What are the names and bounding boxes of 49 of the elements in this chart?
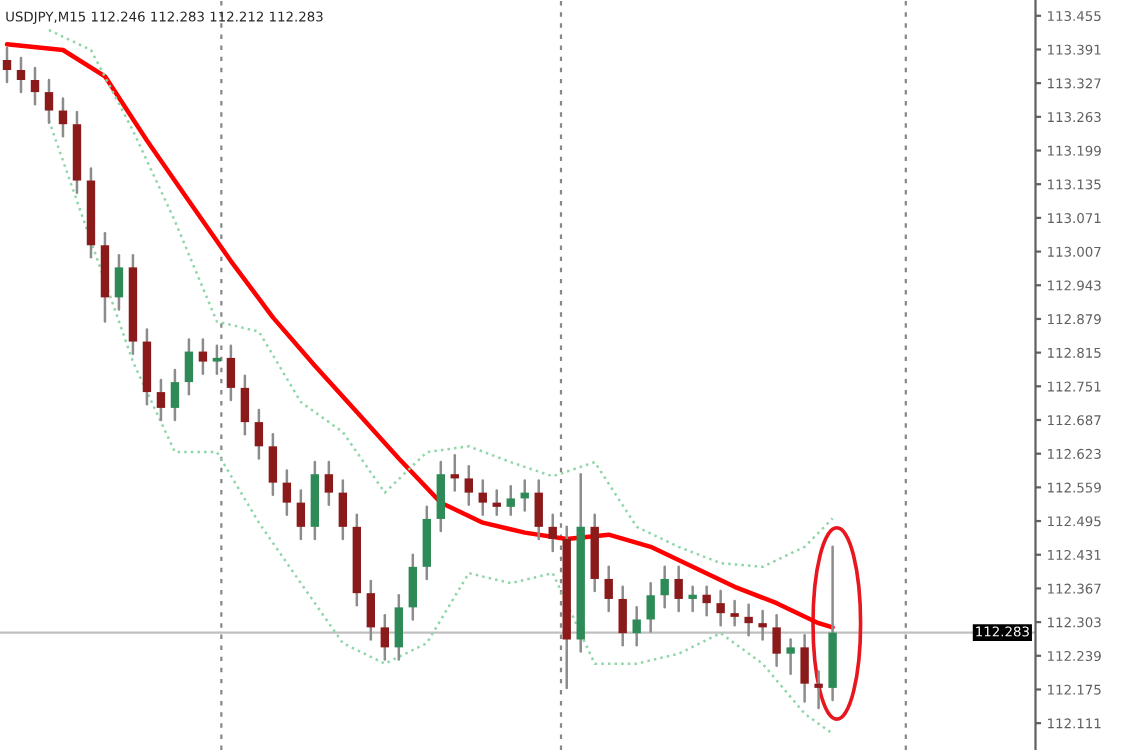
line-series [47,119,834,735]
candlestick [170,368,180,422]
candlestick [198,338,208,375]
candlestick [674,565,683,613]
candlestick [702,585,711,617]
line-series [47,28,834,569]
candlestick [184,338,194,396]
candlestick [380,614,390,661]
candlestick [338,479,348,541]
candlestick [436,460,445,533]
candlestick [282,469,292,516]
candlestick [758,609,767,641]
candlestick [296,489,306,541]
candlestick [464,465,473,506]
candlestick [492,489,501,516]
candlestick [30,66,40,106]
candlestick [814,670,823,710]
candlestick [800,634,809,703]
candlestick [506,485,515,516]
candlestick [44,78,54,124]
candlestick [618,585,627,647]
candlestick [114,254,124,311]
candlestick [2,46,12,84]
candlestick [730,599,739,627]
candlestick [604,565,613,613]
candlestick [772,614,781,668]
candlestick [324,460,334,506]
candlestick [394,594,404,661]
candlestick [744,603,753,637]
candlestick [716,589,725,627]
candlestick [688,585,697,613]
candlestick [16,56,26,94]
candlestick [268,432,278,496]
candlestick [478,479,487,516]
candlestick [240,374,250,436]
candlestick [408,553,417,621]
candlestick [660,565,669,609]
candlestick [254,408,264,460]
candlestick [422,505,431,581]
line-series [4,41,835,630]
candlestick [156,378,166,422]
candlestick [366,579,376,641]
candlestick [450,454,459,492]
candlestick [632,606,641,647]
candlestick [534,479,543,541]
candlestick [58,97,68,138]
candlestick [646,581,655,633]
candlestick [226,344,236,402]
candlestick [786,638,795,675]
